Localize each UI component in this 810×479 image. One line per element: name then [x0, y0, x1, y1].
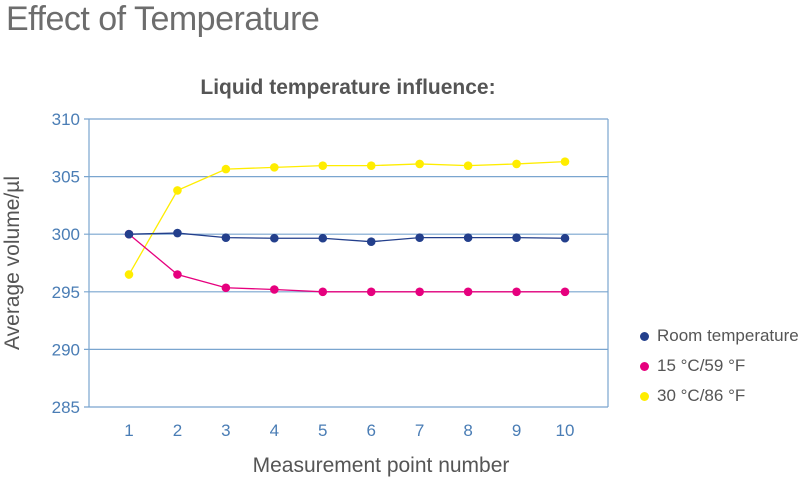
data-point	[463, 233, 473, 242]
legend-marker-icon	[640, 331, 649, 341]
chart-title: Liquid temperature influence:	[200, 76, 495, 99]
x-tick-label: 5	[318, 421, 327, 440]
data-point	[415, 233, 424, 242]
data-point	[560, 157, 570, 166]
y-axis-label: Average volume/µl	[1, 176, 24, 350]
x-tick-label: 3	[221, 421, 230, 440]
legend-label: 30 °C/86 °F	[657, 386, 746, 405]
data-point	[366, 237, 376, 246]
data-point	[512, 233, 521, 242]
data-point	[512, 287, 521, 297]
x-tick-label: 10	[556, 421, 575, 440]
data-point	[221, 164, 231, 174]
legend-marker-icon	[640, 361, 649, 371]
data-point	[270, 163, 279, 172]
page-title: Effect of Temperature	[6, 0, 320, 38]
data-point	[221, 283, 231, 293]
x-tick-label: 9	[512, 421, 521, 440]
x-tick-label: 1	[124, 421, 133, 440]
data-point	[560, 287, 570, 297]
legend-item: 30 °C/86 °F	[640, 381, 799, 411]
y-tick-label: 300	[52, 225, 80, 244]
legend-label: 15 °C/59 °F	[657, 356, 746, 375]
data-point	[463, 287, 473, 297]
data-point	[318, 161, 328, 170]
series-line	[128, 160, 566, 275]
y-tick-label: 295	[52, 283, 80, 302]
data-point	[124, 229, 134, 239]
x-tick-label: 7	[415, 421, 424, 440]
legend-item: 15 °C/59 °F	[640, 351, 799, 381]
data-point	[221, 233, 231, 242]
y-tick-label: 285	[52, 398, 80, 417]
data-point	[270, 233, 279, 243]
data-point	[173, 186, 182, 195]
series-line	[128, 233, 565, 293]
data-point	[560, 233, 570, 243]
x-tick-label: 6	[366, 421, 375, 440]
data-point	[415, 159, 424, 169]
legend-marker-icon	[640, 391, 649, 401]
legend-label: Room temperature	[657, 326, 799, 345]
x-tick-label: 8	[463, 421, 472, 440]
x-tick-label: 4	[270, 421, 279, 440]
series-0	[124, 228, 570, 246]
legend: Room temperature 15 °C/59 °F 30 °C/86 °F	[640, 321, 799, 411]
series-2	[124, 157, 570, 279]
data-point	[512, 159, 521, 169]
data-point	[463, 161, 473, 170]
data-point	[270, 285, 279, 294]
x-tick-label: 2	[173, 421, 182, 440]
y-tick-label: 290	[52, 340, 80, 359]
x-axis-label: Measurement point number	[253, 454, 510, 477]
data-point	[366, 287, 376, 297]
data-point	[366, 161, 376, 170]
data-point	[173, 228, 182, 238]
y-tick-label: 310	[52, 110, 80, 129]
data-point	[415, 287, 424, 297]
data-point	[124, 270, 134, 279]
data-point	[173, 270, 182, 279]
series-line	[128, 232, 566, 243]
data-point	[318, 287, 328, 297]
legend-item: Room temperature	[640, 321, 799, 351]
data-point	[318, 233, 328, 243]
y-tick-label: 305	[52, 168, 80, 187]
